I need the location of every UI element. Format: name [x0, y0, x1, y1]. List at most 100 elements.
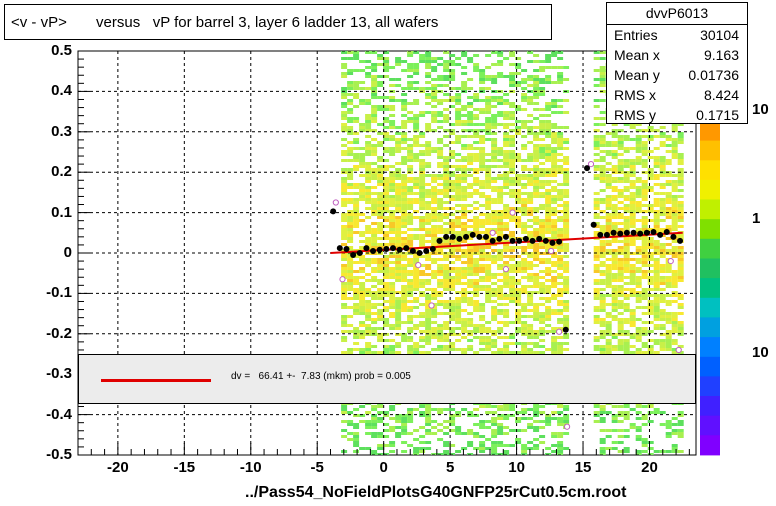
heatmap-cell [665, 432, 672, 435]
stats-value: 9.163 [703, 47, 739, 63]
heatmap-cell [485, 123, 492, 126]
heatmap-cell [341, 336, 348, 339]
heatmap-cell [425, 123, 432, 126]
heatmap-cell [341, 282, 348, 285]
heatmap-cell [677, 435, 684, 438]
y-tick-label: 0.4 [51, 82, 72, 100]
heatmap-cell [515, 66, 522, 69]
heatmap-cell [623, 405, 630, 408]
heatmap-cell [653, 273, 660, 276]
heatmap-cell [557, 159, 564, 162]
heatmap-cell [491, 120, 498, 123]
heatmap-cell [371, 69, 378, 72]
heatmap-cell [485, 231, 492, 234]
heatmap-cell [641, 294, 648, 297]
heatmap-cell [341, 285, 348, 288]
heatmap-cell [473, 285, 480, 288]
heatmap-cell [383, 321, 390, 324]
heatmap-cell [413, 261, 420, 264]
heatmap-cell [653, 216, 660, 219]
heatmap-cell [353, 306, 360, 309]
heatmap-cell [437, 204, 444, 207]
heatmap-cell [353, 408, 360, 411]
heatmap-cell [485, 54, 492, 57]
heatmap-cell [599, 351, 606, 354]
heatmap-cell [437, 267, 444, 270]
heatmap-cell [635, 294, 642, 297]
heatmap-cell [347, 420, 354, 423]
heatmap-cell [479, 129, 486, 132]
heatmap-cell [461, 270, 468, 273]
heatmap-cell [563, 246, 570, 249]
heatmap-cell [371, 78, 378, 81]
heatmap-cell [341, 111, 348, 114]
heatmap-cell [473, 189, 480, 192]
heatmap-cell [665, 300, 672, 303]
heatmap-cell [503, 141, 510, 144]
heatmap-cell [461, 168, 468, 171]
heatmap-cell [623, 219, 630, 222]
heatmap-cell [557, 147, 564, 150]
heatmap-cell [521, 198, 528, 201]
heatmap-cell [449, 165, 456, 168]
heatmap-cell [539, 207, 546, 210]
heatmap-cell [347, 210, 354, 213]
heatmap-cell [425, 207, 432, 210]
heatmap-cell [395, 132, 402, 135]
heatmap-cell [593, 231, 600, 234]
heatmap-cell [455, 450, 462, 453]
heatmap-cell [509, 291, 516, 294]
heatmap-cell [545, 168, 552, 171]
heatmap-cell [455, 159, 462, 162]
heatmap-cell [635, 210, 642, 213]
heatmap-cell [671, 450, 678, 453]
heatmap-cell [599, 288, 606, 291]
heatmap-cell [521, 201, 528, 204]
heatmap-cell [665, 174, 672, 177]
heatmap-cell [557, 126, 564, 129]
heatmap-cell [353, 309, 360, 312]
heatmap-cell [515, 438, 522, 441]
heatmap-cell [383, 150, 390, 153]
heatmap-cell [407, 117, 414, 120]
heatmap-cell [377, 174, 384, 177]
heatmap-cell [527, 126, 534, 129]
heatmap-cell [449, 198, 456, 201]
heatmap-cell [623, 447, 630, 450]
heatmap-cell [425, 183, 432, 186]
heatmap-cell [407, 186, 414, 189]
heatmap-cell [461, 120, 468, 123]
heatmap-cell [557, 303, 564, 306]
heatmap-cell [425, 312, 432, 315]
heatmap-cell [533, 258, 540, 261]
heatmap-cell [605, 207, 612, 210]
heatmap-cell [359, 294, 366, 297]
heatmap-cell [665, 144, 672, 147]
heatmap-cell [479, 123, 486, 126]
heatmap-cell [557, 342, 564, 345]
heatmap-cell [437, 198, 444, 201]
heatmap-cell [491, 420, 498, 423]
heatmap-cell [443, 303, 450, 306]
heatmap-cell [461, 159, 468, 162]
heatmap-cell [599, 51, 606, 54]
heatmap-cell [485, 300, 492, 303]
heatmap-cell [545, 183, 552, 186]
heatmap-cell [605, 315, 612, 318]
heatmap-cell [653, 294, 660, 297]
heatmap-cell [533, 78, 540, 81]
heatmap-cell [563, 405, 570, 408]
heatmap-cell [533, 438, 540, 441]
heatmap-cell [377, 453, 384, 455]
heatmap-cell [365, 264, 372, 267]
heatmap-cell [449, 228, 456, 231]
heatmap-cell [563, 174, 570, 177]
heatmap-cell [545, 420, 552, 423]
heatmap-cell [677, 321, 684, 324]
heatmap-cell [479, 258, 486, 261]
heatmap-cell [551, 126, 558, 129]
heatmap-cell [389, 312, 396, 315]
heatmap-cell [563, 315, 570, 318]
heatmap-cell [665, 282, 672, 285]
heatmap-cell [653, 300, 660, 303]
